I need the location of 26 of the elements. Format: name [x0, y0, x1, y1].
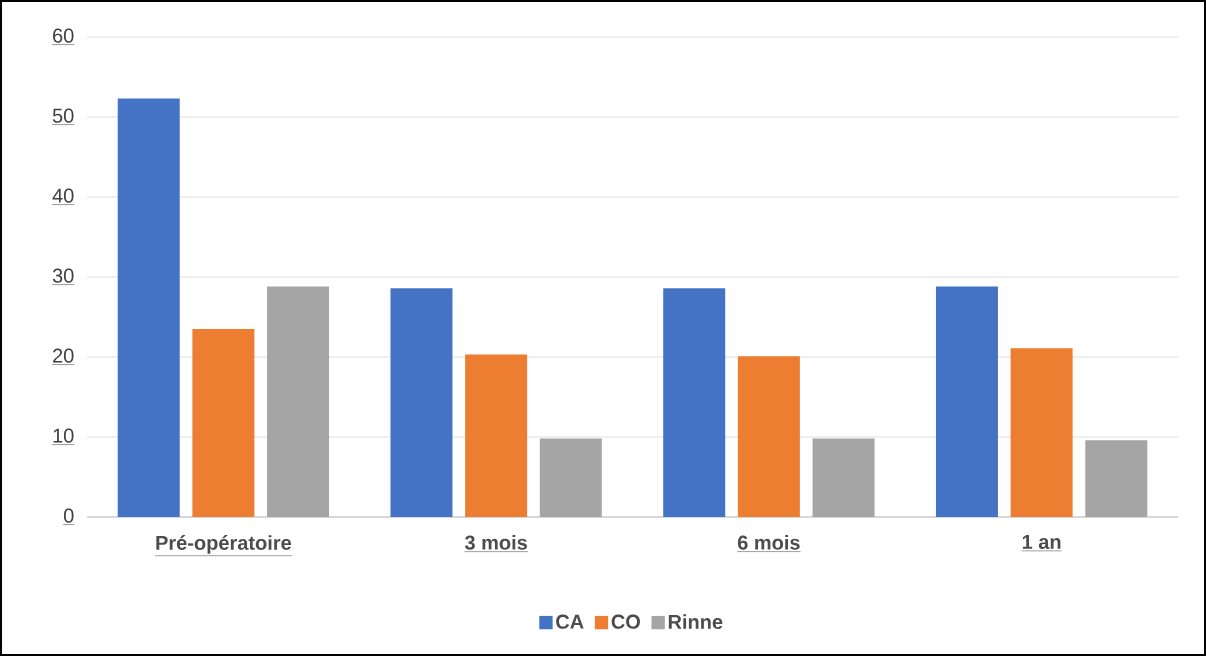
y-tick-label: 30 — [52, 268, 74, 283]
bar — [1010, 348, 1073, 517]
x-tick-label: 1 an — [1022, 535, 1061, 549]
y-tick-label: 10 — [53, 428, 74, 443]
bar — [192, 328, 255, 517]
x-tick-label: 6 mois — [737, 535, 800, 550]
bar — [117, 98, 180, 517]
bar — [935, 286, 998, 517]
x-tick-label: 3 mois — [464, 535, 527, 550]
y-tick-label: 20 — [53, 348, 74, 363]
bar — [465, 354, 528, 517]
y-tick-label: 0 — [63, 508, 74, 523]
y-tick-label: 60 — [53, 28, 74, 43]
bar — [1085, 440, 1148, 517]
y-tick-label: 50 — [52, 108, 74, 123]
legend-label: Rinne — [668, 614, 723, 630]
legend-label: CA — [556, 614, 584, 629]
y-tick-label: 40 — [52, 188, 74, 203]
legend-label: CO — [611, 614, 640, 629]
bar — [539, 438, 602, 517]
bar — [390, 288, 453, 517]
bar — [663, 288, 726, 517]
bar — [737, 356, 800, 517]
bar — [267, 286, 330, 517]
bar — [812, 438, 875, 517]
x-tick-label: Pré-opératoire — [156, 535, 292, 554]
